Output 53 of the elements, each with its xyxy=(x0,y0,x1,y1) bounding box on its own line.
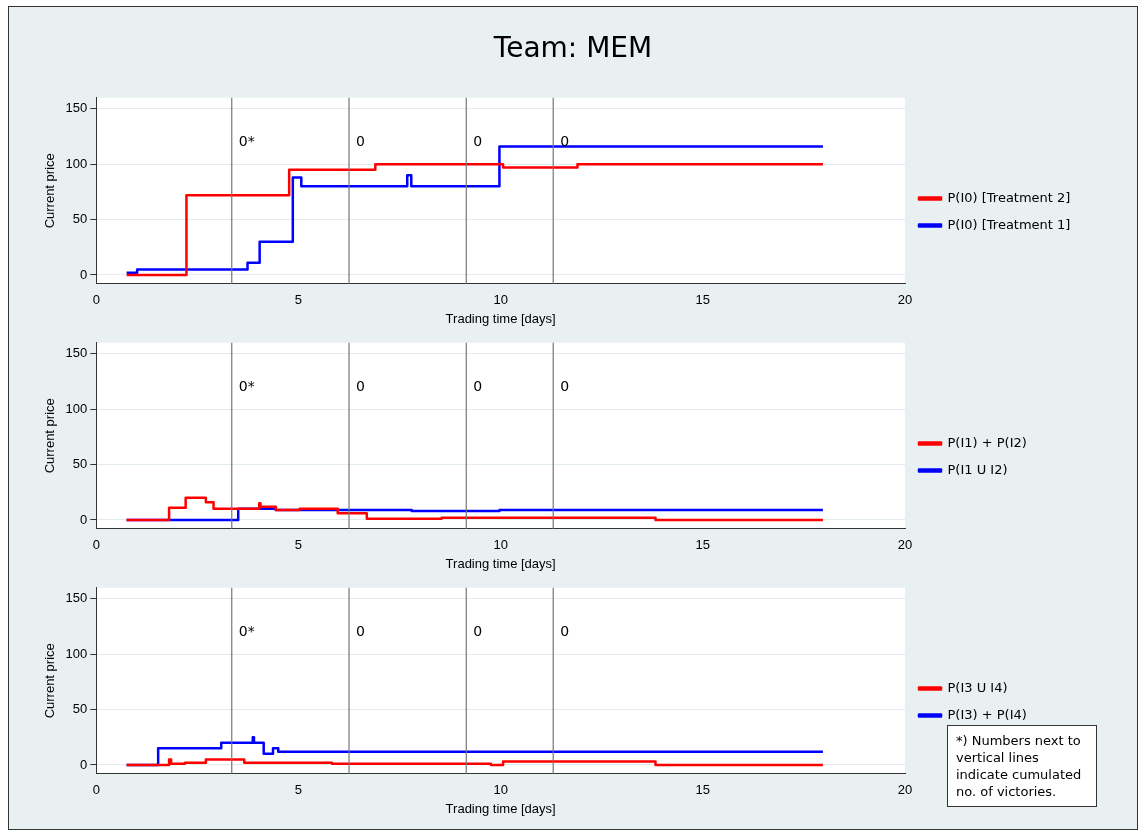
y-tick-label: 150 xyxy=(65,590,88,606)
legend-label: P(I3) + P(I4) xyxy=(947,706,1027,722)
y-tick-label: 100 xyxy=(65,645,88,661)
y-tick-label: 50 xyxy=(72,456,88,472)
annotation: 0* xyxy=(238,622,255,639)
y-axis-title: Current price xyxy=(42,153,58,229)
x-tick-label: 15 xyxy=(695,292,711,308)
y-tick-label: 50 xyxy=(72,701,88,717)
x-tick-label: 0 xyxy=(92,782,100,798)
annotation: 0 xyxy=(356,377,365,394)
x-tick-label: 15 xyxy=(695,782,711,798)
x-tick-label: 5 xyxy=(294,292,303,308)
annotation: 0 xyxy=(356,132,365,149)
legend-label: P(I0) [Treatment 2] xyxy=(947,189,1071,205)
x-tick-label: 0 xyxy=(92,292,100,308)
annotation: 0 xyxy=(560,622,570,639)
x-tick-label: 0 xyxy=(92,537,100,553)
annotation: 0 xyxy=(560,132,570,149)
x-tick-label: 10 xyxy=(493,292,508,308)
text: *) Numbers next to vertical lines indicate cumulated no. of victories. xyxy=(947,725,1097,807)
y-tick-label: 100 xyxy=(65,400,88,416)
annotation: 0* xyxy=(238,377,255,394)
legend-label: P(I0) [Treatment 1] xyxy=(947,216,1071,232)
x-axis-title: Trading time [days] xyxy=(445,800,556,816)
x-tick-label: 20 xyxy=(897,537,913,553)
x-tick-label: 5 xyxy=(294,537,303,553)
annotation: 0 xyxy=(473,377,483,394)
annotation: 0 xyxy=(473,132,483,149)
y-tick-label: 100 xyxy=(65,155,88,171)
y-tick-label: 150 xyxy=(65,345,88,361)
legend-label: P(I3 U I4) xyxy=(947,679,1008,695)
annotation: 0 xyxy=(473,622,483,639)
annotation: 0 xyxy=(560,377,570,394)
chart-title: Team: MEM xyxy=(492,31,654,64)
x-tick-label: 10 xyxy=(493,537,508,553)
x-axis-title: Trading time [days] xyxy=(445,555,556,571)
y-tick-label: 0 xyxy=(80,756,88,772)
y-axis-title: Current price xyxy=(42,643,58,719)
y-tick-label: 150 xyxy=(65,100,88,116)
annotation: 0 xyxy=(356,622,365,639)
x-tick-label: 15 xyxy=(695,537,711,553)
x-tick-label: 5 xyxy=(294,782,303,798)
y-tick-label: 50 xyxy=(72,211,88,227)
x-tick-label: 20 xyxy=(897,292,913,308)
y-tick-label: 0 xyxy=(80,511,88,527)
y-axis-title: Current price xyxy=(42,398,58,474)
legend-label: P(I1 U I2) xyxy=(947,461,1008,477)
x-tick-label: 20 xyxy=(897,782,913,798)
x-tick-label: 10 xyxy=(493,782,508,798)
legend-label: P(I1) + P(I2) xyxy=(947,434,1027,450)
annotation: 0* xyxy=(238,132,255,149)
x-axis-title: Trading time [days] xyxy=(445,310,556,326)
y-tick-label: 0 xyxy=(80,266,88,282)
